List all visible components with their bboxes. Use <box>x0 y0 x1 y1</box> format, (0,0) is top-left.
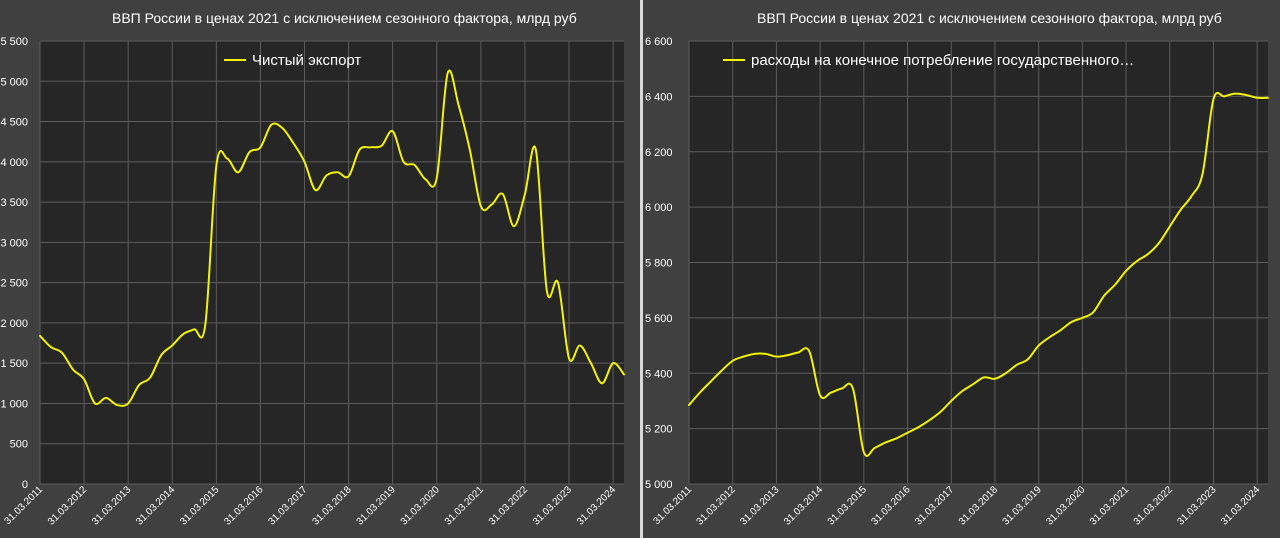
right-chart-y-tick-label: 5 600 <box>645 313 673 325</box>
left-chart-plot-area <box>40 41 624 484</box>
left-chart-svg: 0 500 1 000 1 500 2 000 2 500 3 000 3 500 4 000 4… <box>0 36 625 528</box>
left-chart-panel: 0 500 1 000 1 500 2 000 2 500 3 000 3 500 4 000 4… <box>0 10 625 528</box>
right-chart-x-tick-label: 31.03.2015 <box>826 484 869 527</box>
right-chart-y-tick-label: 6 000 <box>645 202 673 214</box>
right-chart-y-tick-label: 6 600 <box>645 36 673 48</box>
left-chart-y-tick-label: 4 000 <box>0 157 28 169</box>
right-chart-x-tick-label: 31.03.2017 <box>913 484 956 527</box>
right-chart-x-tick-label: 31.03.2021 <box>1088 484 1131 527</box>
left-chart-y-tick-label: 3 000 <box>0 237 28 249</box>
left-chart-y-tick-label: 5 500 <box>0 36 28 48</box>
right-chart-x-tick-label: 31.03.2014 <box>782 484 825 527</box>
right-chart-x-tick-label: 31.03.2019 <box>1001 484 1044 527</box>
left-chart-x-tick-label: 31.03.2013 <box>90 484 133 527</box>
right-chart-title: ВВП России в ценах 2021 с исключением се… <box>757 10 1222 26</box>
left-chart-x-tick-label: 31.03.2016 <box>222 484 265 527</box>
left-chart-series-line <box>39 69 625 407</box>
right-chart-x-tick-label: 31.03.2018 <box>957 484 1000 527</box>
left-chart-legend-label: Чистый экспорт <box>252 52 361 69</box>
left-chart-y-tick-label: 2 000 <box>0 318 28 330</box>
left-chart-x-tick-label: 31.03.2012 <box>46 484 89 527</box>
right-chart-legend-label: расходы на конечное потребление государс… <box>751 52 1134 69</box>
panel-divider <box>640 0 643 538</box>
right-chart-svg: 5 000 5 200 5 400 5 600 5 800 6 000 6 200 6 400… <box>645 36 1269 528</box>
right-chart-x-tick-label: 31.03.2016 <box>869 484 912 527</box>
left-chart-x-tick-label: 31.03.2021 <box>443 484 486 527</box>
left-chart-y-tick-label: 0 <box>22 479 28 491</box>
right-chart-x-tick-label: 31.03.2012 <box>695 484 738 527</box>
left-chart-y-tick-label: 3 500 <box>0 197 28 209</box>
left-chart-y-tick-label: 4 500 <box>0 117 28 129</box>
left-chart-title: ВВП России в ценах 2021 с исключением се… <box>112 10 577 26</box>
right-chart-y-tick-label: 5 200 <box>645 424 673 436</box>
left-chart-x-tick-label: 31.03.2020 <box>399 484 442 527</box>
right-chart-x-tick-label: 31.03.2013 <box>738 484 781 527</box>
left-chart-y-tick-label: 1 000 <box>0 398 28 410</box>
left-chart-x-tick-label: 31.03.2023 <box>531 484 574 527</box>
left-chart-y-tick-label: 5 000 <box>0 76 28 88</box>
right-chart-x-tick-label: 31.03.2024 <box>1219 484 1262 527</box>
left-chart-x-tick-label: 31.03.2018 <box>311 484 354 527</box>
left-chart-x-tick-label: 31.03.2015 <box>178 484 221 527</box>
left-chart-y-tick-label: 2 500 <box>0 278 28 290</box>
right-chart-panel: 5 000 5 200 5 400 5 600 5 800 6 000 6 200 6 400… <box>643 0 1280 538</box>
left-chart-x-tick-label: 31.03.2019 <box>355 484 398 527</box>
left-chart-x-tick-label: 31.03.2017 <box>266 484 309 527</box>
right-chart-x-tick-label: 31.03.2020 <box>1044 484 1087 527</box>
left-chart-x-tick-label: 31.03.2014 <box>134 484 177 527</box>
left-chart-x-tick-label: 31.03.2024 <box>575 484 618 527</box>
right-chart-x-tick-label: 31.03.2022 <box>1132 484 1175 527</box>
left-chart-y-tick-label: 500 <box>10 439 28 451</box>
right-chart-y-tick-label: 5 400 <box>645 368 673 380</box>
right-chart-series-line <box>688 91 1269 457</box>
left-chart-x-tick-label: 31.03.2022 <box>487 484 530 527</box>
left-chart-y-tick-label: 1 500 <box>0 358 28 370</box>
right-chart-y-tick-label: 6 400 <box>645 91 673 103</box>
right-chart-y-tick-label: 6 200 <box>645 147 673 159</box>
right-chart-y-tick-label: 5 000 <box>645 479 673 491</box>
right-chart-x-tick-label: 31.03.2023 <box>1175 484 1218 527</box>
right-chart-y-tick-label: 5 800 <box>645 258 673 270</box>
